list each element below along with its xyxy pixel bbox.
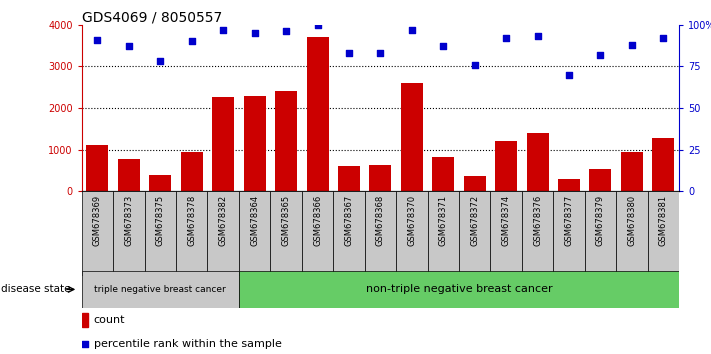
Bar [113,191,144,276]
Bar [338,166,360,191]
Point [79,341,90,347]
Text: GSM678375: GSM678375 [156,195,165,246]
Bar [589,169,611,191]
Bar [239,191,270,276]
Bar [558,179,580,191]
Point [249,30,260,36]
Point [123,44,134,49]
Bar [396,191,427,276]
Point [312,22,324,28]
Bar [82,191,113,276]
Text: GDS4069 / 8050557: GDS4069 / 8050557 [82,11,222,25]
Point [501,35,512,41]
Bar [306,37,328,191]
Bar [239,271,679,308]
Bar [82,313,88,327]
Text: GSM678381: GSM678381 [659,195,668,246]
Text: GSM678369: GSM678369 [93,195,102,246]
Bar [118,159,140,191]
Text: GSM678382: GSM678382 [219,195,228,246]
Bar [149,175,171,191]
Bar [365,191,396,276]
Bar [82,271,239,308]
Text: GSM678373: GSM678373 [124,195,134,246]
Bar [621,152,643,191]
Point [532,34,543,39]
Text: GSM678376: GSM678376 [533,195,542,246]
Point [563,72,574,78]
Text: GSM678366: GSM678366 [313,195,322,246]
Text: GSM678367: GSM678367 [344,195,353,246]
Point [155,58,166,64]
Point [280,29,292,34]
Text: percentile rank within the sample: percentile rank within the sample [94,339,282,349]
Bar [652,137,674,191]
Text: non-triple negative breast cancer: non-triple negative breast cancer [365,284,552,295]
Bar [522,191,553,276]
Bar [464,176,486,191]
Text: GSM678380: GSM678380 [627,195,636,246]
Point [658,35,669,41]
Text: GSM678365: GSM678365 [282,195,291,246]
Text: GSM678374: GSM678374 [502,195,510,246]
Text: GSM678372: GSM678372 [470,195,479,246]
Point [186,39,198,44]
Bar [301,191,333,276]
Point [437,44,449,49]
Text: GSM678370: GSM678370 [407,195,417,246]
Bar [208,191,239,276]
Point [626,42,638,47]
Point [406,27,417,33]
Bar [427,191,459,276]
Point [375,50,386,56]
Bar [181,152,203,191]
Point [218,27,229,33]
Point [594,52,606,58]
Text: GSM678378: GSM678378 [187,195,196,246]
Bar [584,191,616,276]
Text: triple negative breast cancer: triple negative breast cancer [95,285,226,294]
Text: GSM678377: GSM678377 [565,195,574,246]
Text: count: count [94,315,125,325]
Bar [432,157,454,191]
Bar [270,191,301,276]
Bar [527,133,549,191]
Bar [616,191,648,276]
Bar [401,83,423,191]
Text: disease state: disease state [1,284,70,295]
Text: GSM678379: GSM678379 [596,195,605,246]
Bar [648,191,679,276]
Bar [370,165,391,191]
Point [92,37,103,42]
Bar [275,91,297,191]
Bar [491,191,522,276]
Text: GSM678368: GSM678368 [376,195,385,246]
Bar [87,145,109,191]
Bar [176,191,208,276]
Text: GSM678371: GSM678371 [439,195,448,246]
Text: GSM678364: GSM678364 [250,195,259,246]
Point [469,62,481,68]
Bar [333,191,365,276]
Bar [244,96,266,191]
Bar [495,141,517,191]
Bar [212,97,234,191]
Bar [459,191,491,276]
Bar [144,191,176,276]
Point [343,50,355,56]
Bar [553,191,584,276]
